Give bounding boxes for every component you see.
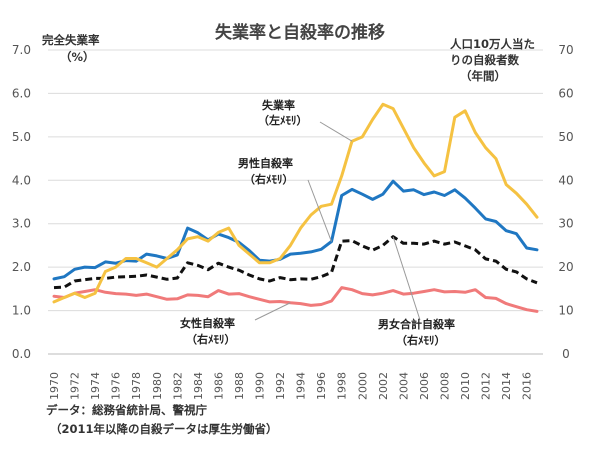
x-tick-label: 1988 [233,372,246,400]
annotation-male-line1: 男性自殺率 [238,156,293,170]
right-axis-ticks: 0 10 20 30 40 50 60 70 [558,43,573,361]
x-tick-label: 2014 [500,372,513,400]
left-tick-label: 3.0 [12,217,31,231]
left-axis-ticks: 0.0 1.0 2.0 3.0 4.0 5.0 6.0 7.0 [12,43,31,361]
left-tick-label: 4.0 [12,173,31,187]
x-axis-ticks: 1970 1972 1974 1976 1978 1980 1982 1984 1986 1988… [48,372,534,400]
annotation-unemp-line2: （左ﾒﾓﾘ） [258,113,308,127]
x-tick-label: 2012 [480,372,493,400]
leader-line-unemp [319,121,353,142]
x-tick-label: 2006 [418,372,431,400]
x-tick-label: 1982 [171,372,184,400]
series-lines [52,102,539,313]
right-tick-label: 30 [558,217,573,231]
chart-title: 失業率と自殺率の推移 [215,22,385,43]
left-axis-unit: （%） [60,50,95,64]
left-tick-label: 1.0 [12,304,31,318]
annotation-unemp-line1: 失業率 [262,98,295,112]
x-tick-label: 1992 [274,372,287,400]
annotation-female-line1: 女性自殺率 [180,316,235,330]
right-axis-label-line2: りの自殺者数 [450,53,519,67]
series-line-unemp [52,102,539,304]
x-tick-label: 2016 [521,372,534,400]
annotation-female-line2: （右ﾒﾓﾘ） [186,332,236,346]
x-tick-label: 2002 [377,372,390,400]
x-tick-label: 1972 [69,372,82,400]
leader-line-male [307,179,332,242]
x-tick-label: 1984 [192,372,205,400]
left-tick-label: 5.0 [12,130,31,144]
right-tick-label: 50 [558,130,573,144]
series-line-male [52,179,539,281]
series-line-female [52,286,539,313]
x-tick-label: 1976 [110,372,123,400]
leader-line-female [254,302,291,321]
right-tick-label: 20 [558,260,573,274]
annotation-total-line1: 男女合計自殺率 [378,317,455,331]
right-tick-label: 0 [562,347,570,361]
x-tick-label: 1996 [315,372,328,400]
leader-line-total [392,236,421,321]
x-tick-label: 1978 [130,372,143,400]
gridlines [48,49,543,355]
x-tick-label: 1998 [336,372,349,400]
right-axis-label-line3: （年間） [460,69,506,83]
x-tick-label: 1986 [212,372,225,400]
x-tick-label: 2004 [397,372,410,400]
left-tick-label: 0.0 [12,347,31,361]
left-tick-label: 2.0 [12,260,31,274]
annotation-male-line2: （右ﾒﾓﾘ） [244,172,294,186]
left-tick-label: 7.0 [12,43,31,57]
source-line1: データ：総務省統計局、警視庁 [46,403,207,417]
x-tick-label: 1980 [151,372,164,400]
x-tick-label: 2000 [356,372,369,400]
annotation-total-line2: （右ﾒﾓﾘ） [396,333,446,347]
right-axis-label-line1: 人口10万人当た [450,37,535,51]
right-tick-label: 60 [558,86,573,100]
right-tick-label: 40 [558,173,573,187]
x-tick-label: 1990 [254,372,267,400]
annotation-leader-lines [254,121,421,321]
series-line-total [53,235,538,290]
x-tick-label: 1994 [295,372,308,400]
left-axis-label: 完全失業率 [42,33,100,47]
right-tick-label: 70 [558,43,573,57]
source-line2: （2011年以降の自殺データは厚生労働省） [50,422,278,436]
x-tick-label: 1970 [48,372,61,400]
x-tick-label: 2010 [459,372,472,400]
left-tick-label: 6.0 [12,86,31,100]
x-tick-label: 2008 [439,372,452,400]
right-tick-label: 10 [558,304,573,318]
x-tick-label: 1974 [89,372,102,400]
